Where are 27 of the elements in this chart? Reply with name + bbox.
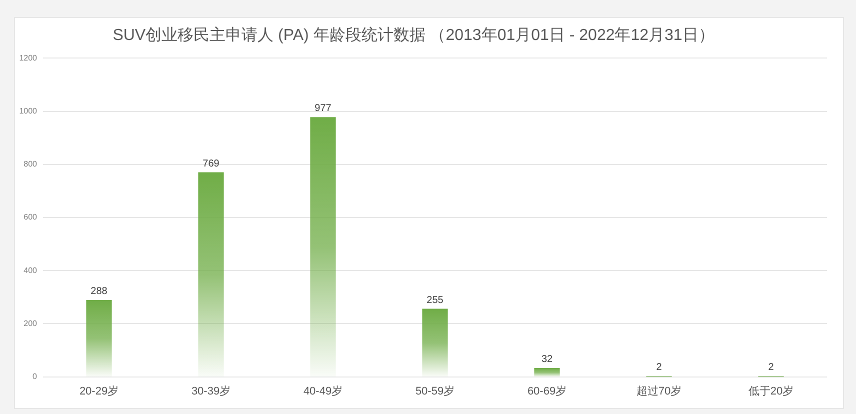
- bar: [422, 308, 448, 377]
- bar: [534, 368, 560, 377]
- y-tick-label: 800: [24, 160, 38, 169]
- data-label: 977: [314, 103, 332, 114]
- x-tick-label: 超过70岁: [636, 384, 682, 398]
- x-tick-label: 50-59岁: [415, 385, 455, 398]
- data-label: 2: [768, 362, 774, 374]
- y-tick-label: 1200: [19, 53, 38, 62]
- y-tick-label: 400: [24, 266, 38, 275]
- data-label: 2: [656, 362, 662, 374]
- data-label: 769: [202, 158, 220, 170]
- x-tick-label: 30-39岁: [191, 385, 231, 398]
- x-tick-label: 60-69岁: [527, 385, 567, 398]
- x-tick-label: 低于20岁: [748, 385, 794, 398]
- data-label: 32: [541, 354, 553, 366]
- x-tick-label: 40-49岁: [303, 385, 343, 398]
- bar: [310, 117, 336, 377]
- data-label: 288: [90, 286, 108, 298]
- y-tick-label: 200: [24, 318, 38, 328]
- bar: [86, 300, 112, 377]
- y-tick-label: 0: [32, 372, 38, 382]
- data-label: 255: [426, 294, 444, 306]
- bar: [198, 172, 224, 377]
- chart-title: SUV创业移民主申请人 (PA) 年龄段统计数据 （2013年01月01日 - 2022年12月31日）: [112, 26, 714, 44]
- y-tick-label: 600: [24, 212, 38, 222]
- x-tick-label: 20-29岁: [79, 385, 119, 398]
- y-tick-label: 1000: [19, 106, 38, 116]
